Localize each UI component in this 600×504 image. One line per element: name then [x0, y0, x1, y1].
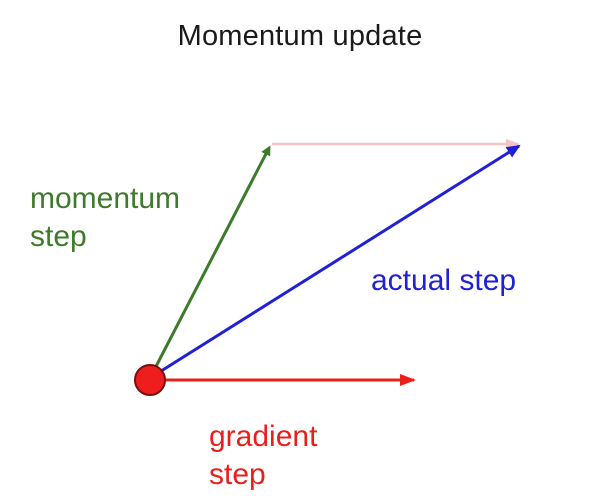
momentum-step-label-line-2: step — [30, 220, 87, 254]
origin-point — [134, 364, 166, 396]
diagram-title: Momentum update — [177, 20, 423, 52]
momentum-step-arrow — [148, 145, 271, 379]
actual-step-arrow — [149, 144, 521, 380]
gradient-step-label-line-2: step — [209, 458, 266, 492]
actual-step-label-line-1: actual step — [371, 264, 517, 297]
actual-step-label: actual step — [371, 262, 516, 300]
momentum-step-label: momentum step — [30, 180, 180, 257]
momentum-step-label-line-1: momentum — [30, 182, 181, 215]
gradient-step-label-line-1: gradient — [209, 420, 318, 453]
gradient-step-label: gradient step — [209, 418, 317, 495]
